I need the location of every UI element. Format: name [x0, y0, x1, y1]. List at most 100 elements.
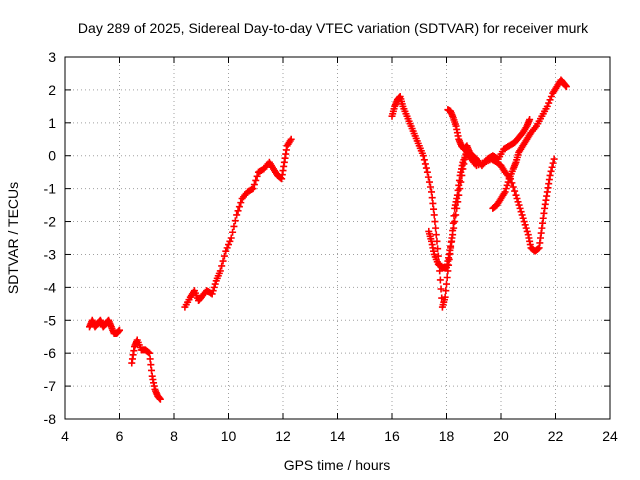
- data-point: [549, 159, 557, 167]
- x-tick-label: 12: [275, 428, 291, 444]
- data-point: [449, 219, 457, 227]
- data-point: [519, 214, 527, 222]
- data-point: [546, 96, 554, 104]
- data-point: [517, 208, 525, 216]
- data-point: [250, 181, 258, 189]
- y-tick-label: 0: [48, 148, 56, 164]
- data-point: [501, 188, 509, 196]
- data-points: [86, 76, 570, 403]
- data-point: [504, 178, 512, 186]
- data-point: [543, 102, 551, 110]
- data-point: [443, 273, 451, 281]
- data-point: [514, 198, 522, 206]
- data-point: [225, 241, 232, 249]
- data-point: [436, 276, 444, 284]
- y-tick-label: -8: [44, 411, 57, 427]
- data-point: [208, 290, 216, 298]
- y-tick-label: -1: [44, 181, 57, 197]
- data-point: [422, 164, 430, 172]
- data-point: [237, 199, 245, 207]
- y-tick-label: 2: [48, 82, 56, 98]
- data-point: [144, 348, 152, 356]
- data-point: [230, 222, 238, 230]
- y-axis-label: SDTVAR / TECUs: [5, 182, 21, 294]
- data-point: [249, 185, 257, 193]
- data-point: [547, 167, 555, 175]
- data-point: [210, 283, 218, 291]
- data-point: [534, 245, 542, 253]
- data-point: [520, 218, 528, 226]
- data-point: [156, 395, 164, 403]
- data-point: [233, 211, 241, 219]
- data-point: [432, 231, 440, 239]
- data-point: [522, 224, 530, 232]
- x-tick-label: 20: [493, 428, 509, 444]
- y-tick-label: 1: [48, 115, 56, 131]
- data-point: [424, 173, 432, 181]
- series-track-1: [86, 316, 123, 337]
- y-tick-label: -6: [44, 345, 57, 361]
- data-point: [443, 280, 450, 288]
- data-point: [253, 172, 261, 180]
- data-point: [511, 187, 519, 195]
- y-tick-label: -2: [44, 214, 57, 230]
- data-point: [508, 179, 516, 187]
- data-point: [431, 218, 439, 226]
- data-point: [437, 285, 445, 293]
- data-point: [425, 178, 433, 186]
- x-tick-label: 10: [221, 428, 237, 444]
- series-track-2: [128, 336, 164, 403]
- data-point: [432, 224, 440, 232]
- data-point: [503, 181, 511, 189]
- grid: [65, 57, 610, 419]
- data-point: [546, 171, 554, 179]
- data-point: [223, 244, 231, 252]
- data-point: [442, 287, 450, 295]
- data-point: [209, 287, 217, 295]
- data-point: [434, 245, 442, 253]
- y-tick-label: 3: [48, 49, 56, 65]
- x-tick-label: 14: [330, 428, 346, 444]
- data-point: [513, 195, 521, 203]
- x-tick-label: 16: [384, 428, 400, 444]
- series-track-7: [489, 76, 570, 212]
- data-point: [227, 234, 235, 242]
- data-point: [218, 262, 226, 270]
- data-point: [562, 83, 570, 91]
- data-point: [235, 203, 243, 211]
- y-tick-label: -7: [44, 378, 57, 394]
- data-point: [545, 99, 553, 107]
- data-point: [248, 185, 256, 193]
- data-point: [526, 116, 534, 124]
- data-point: [211, 280, 219, 288]
- x-tick-label: 24: [602, 428, 618, 444]
- x-tick-label: 6: [116, 428, 124, 444]
- data-point: [430, 211, 438, 219]
- data-point: [502, 185, 510, 193]
- data-point: [116, 326, 123, 334]
- data-point: [220, 252, 228, 260]
- plot-frame: [64, 56, 611, 420]
- x-tick-label: 8: [170, 428, 178, 444]
- data-point: [229, 228, 237, 236]
- data-point: [226, 237, 234, 245]
- data-point: [423, 168, 431, 176]
- data-point: [450, 212, 458, 220]
- x-tick-label: 4: [61, 428, 69, 444]
- data-point: [518, 211, 526, 219]
- data-point: [449, 227, 457, 235]
- y-tick-label: -3: [44, 246, 57, 262]
- series-track-5: [425, 148, 558, 272]
- y-tick-label: -5: [44, 312, 57, 328]
- data-point: [287, 135, 295, 143]
- x-axis-label: GPS time / hours: [284, 457, 391, 473]
- x-tick-label: 18: [439, 428, 455, 444]
- series-track-3: [181, 135, 295, 311]
- data-point: [252, 176, 260, 184]
- data-point: [219, 257, 227, 265]
- data-point: [523, 227, 531, 235]
- data-point: [421, 160, 429, 168]
- data-point: [419, 152, 427, 160]
- data-point: [234, 207, 242, 215]
